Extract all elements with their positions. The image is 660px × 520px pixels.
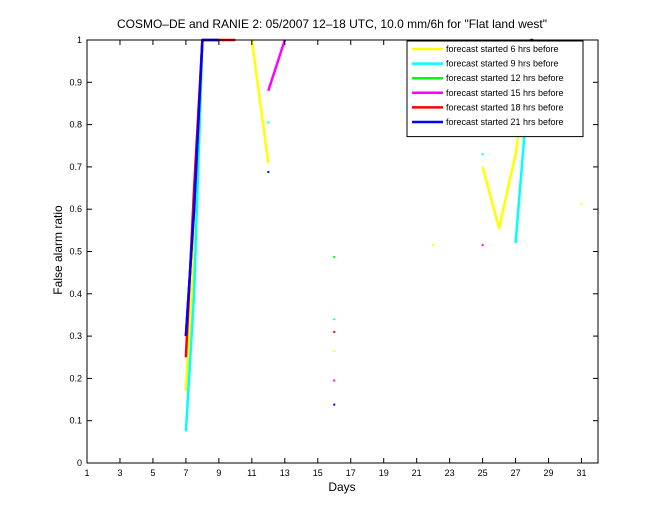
series-4-line	[267, 39, 286, 92]
series-6-point	[333, 403, 336, 406]
x-tick-label: 27	[511, 468, 521, 478]
x-tick-label: 13	[280, 468, 290, 478]
axes-layer: 1 3 5 7 9 11 13 15 17 19 21 23 25 27 29 3100.10.20.30.4…	[69, 35, 599, 478]
y-tick-label: 0	[77, 458, 82, 468]
legend-label-6: forecast started 21 hrs before	[446, 117, 564, 127]
series-4-point	[481, 244, 484, 247]
series-2-point	[267, 121, 270, 124]
x-tick-label: 11	[247, 468, 256, 478]
y-axis-label: False alarm ratio	[51, 205, 65, 295]
series-2-point	[333, 318, 336, 321]
legend: forecast started 6 hrs before forecast st…	[406, 40, 584, 138]
legend-label-3: forecast started 12 hrs before	[446, 73, 564, 83]
x-tick-label: 9	[216, 468, 221, 478]
series-1-point	[333, 349, 336, 352]
x-tick-label: 7	[183, 468, 188, 478]
x-tick-label: 29	[544, 468, 554, 478]
chart-title: COSMO–DE and RANIE 2: 05/2007 12–18 UTC,…	[117, 17, 547, 31]
x-tick-label: 19	[379, 468, 389, 478]
y-tick-label: 1	[77, 35, 82, 45]
series-6-point	[267, 170, 270, 173]
y-tick-label: 0.4	[69, 289, 82, 299]
x-tick-label: 5	[150, 468, 155, 478]
x-tick-label: 23	[445, 468, 455, 478]
series-1-point	[580, 202, 583, 205]
x-tick-label: 17	[346, 468, 356, 478]
series-4-point	[333, 379, 336, 382]
series-3-point	[333, 255, 336, 258]
x-tick-label: 21	[412, 468, 422, 478]
legend-label-1: forecast started 6 hrs before	[446, 44, 559, 54]
series-2-point	[481, 153, 484, 156]
series-5-point	[333, 330, 336, 333]
legend-box	[406, 40, 584, 138]
y-tick-label: 0.1	[69, 416, 82, 426]
series-2-line	[184, 39, 204, 432]
y-tick-label: 0.9	[69, 77, 82, 87]
y-tick-label: 0.3	[69, 331, 82, 341]
x-tick-label: 25	[478, 468, 488, 478]
x-tick-label: 15	[313, 468, 323, 478]
series-1-point	[432, 244, 435, 247]
x-tick-label: 3	[117, 468, 122, 478]
legend-label-5: forecast started 18 hrs before	[446, 102, 564, 112]
y-tick-label: 0.8	[69, 120, 82, 130]
legend-label-2: forecast started 9 hrs before	[446, 59, 559, 69]
x-axis-label: Days	[328, 480, 355, 494]
legend-label-4: forecast started 15 hrs before	[446, 88, 564, 98]
x-tick-label: 1	[84, 468, 89, 478]
y-tick-label: 0.7	[69, 162, 82, 172]
x-tick-label: 31	[577, 468, 587, 478]
y-tick-label: 0.5	[69, 247, 82, 257]
y-tick-label: 0.2	[69, 373, 82, 383]
series-1-line	[250, 39, 270, 163]
y-tick-label: 0.6	[69, 204, 82, 214]
